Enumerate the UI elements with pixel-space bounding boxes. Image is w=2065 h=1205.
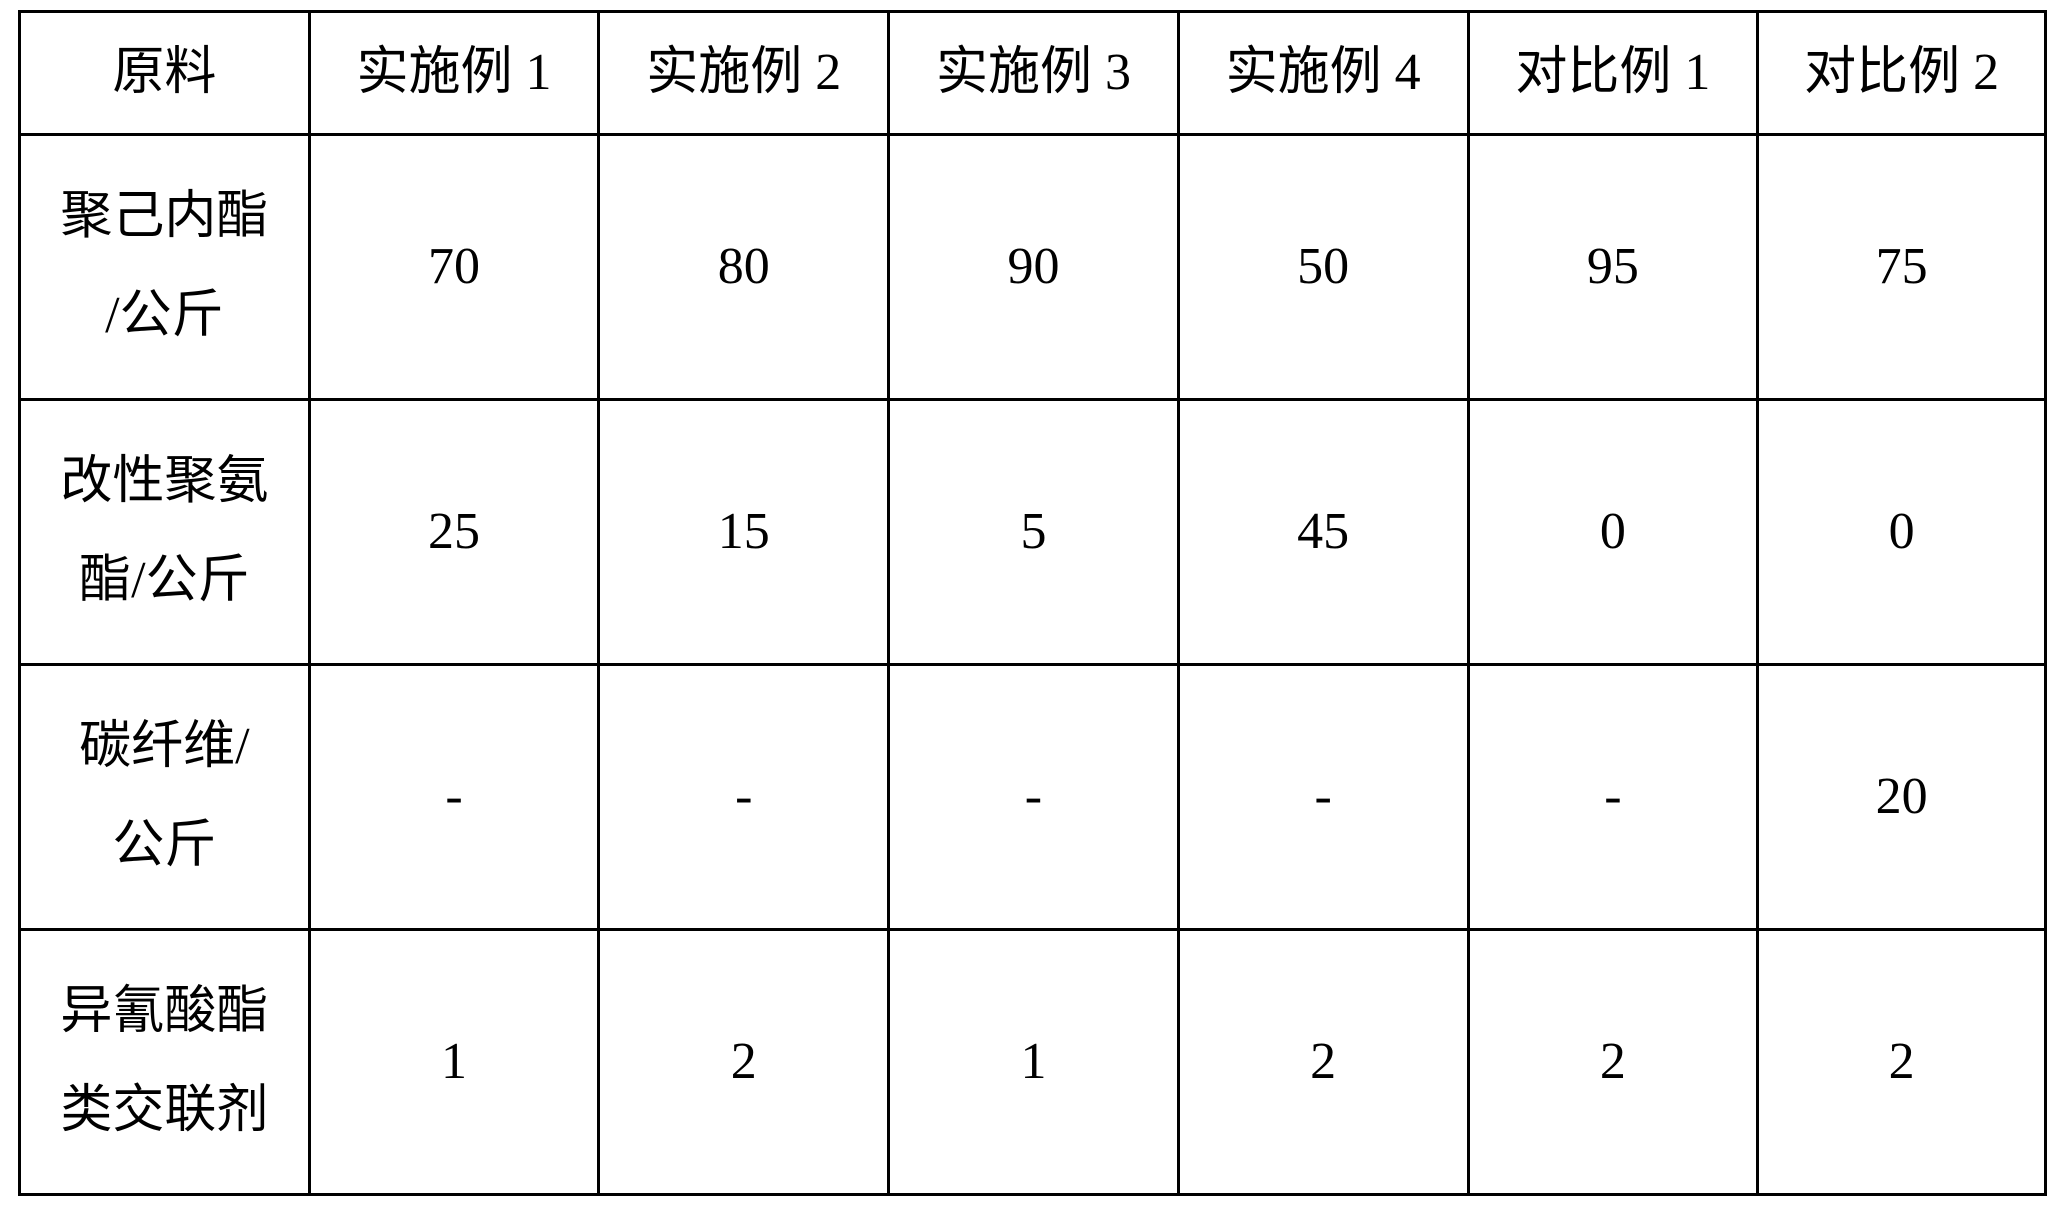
composition-table: 原料 实施例 1 实施例 2 实施例 3 实施例 4 对比例 1 对比例 2 聚…: [18, 10, 2047, 1196]
cell: 2: [1758, 930, 2046, 1195]
table-row: 异氰酸酯 类交联剂 1 2 1 2 2 2: [20, 930, 2046, 1195]
cell: -: [1468, 665, 1758, 930]
cell: 15: [599, 400, 889, 665]
table-row: 改性聚氨 酯/公斤 25 15 5 45 0 0: [20, 400, 2046, 665]
col-header: 实施例 1: [309, 12, 599, 135]
cell: 2: [1468, 930, 1758, 1195]
row-label: 异氰酸酯 类交联剂: [20, 930, 310, 1195]
col-header: 对比例 2: [1758, 12, 2046, 135]
cell: -: [599, 665, 889, 930]
cell: 25: [309, 400, 599, 665]
cell: 0: [1468, 400, 1758, 665]
cell: 2: [1178, 930, 1468, 1195]
cell: 75: [1758, 135, 2046, 400]
table-row: 碳纤维/ 公斤 - - - - - 20: [20, 665, 2046, 930]
cell: 2: [599, 930, 889, 1195]
col-header: 实施例 3: [889, 12, 1179, 135]
cell: 95: [1468, 135, 1758, 400]
cell: 90: [889, 135, 1179, 400]
page: { "table": { "columns": ["原料", "实施例 1", …: [0, 0, 2065, 1205]
cell: 45: [1178, 400, 1468, 665]
cell: 5: [889, 400, 1179, 665]
cell: -: [309, 665, 599, 930]
cell: -: [1178, 665, 1468, 930]
row-label: 改性聚氨 酯/公斤: [20, 400, 310, 665]
cell: -: [889, 665, 1179, 930]
table-header-row: 原料 实施例 1 实施例 2 实施例 3 实施例 4 对比例 1 对比例 2: [20, 12, 2046, 135]
col-header: 原料: [20, 12, 310, 135]
cell: 80: [599, 135, 889, 400]
row-label: 碳纤维/ 公斤: [20, 665, 310, 930]
cell: 50: [1178, 135, 1468, 400]
cell: 70: [309, 135, 599, 400]
cell: 1: [889, 930, 1179, 1195]
table-row: 聚己内酯 /公斤 70 80 90 50 95 75: [20, 135, 2046, 400]
cell: 0: [1758, 400, 2046, 665]
col-header: 对比例 1: [1468, 12, 1758, 135]
cell: 20: [1758, 665, 2046, 930]
cell: 1: [309, 930, 599, 1195]
col-header: 实施例 2: [599, 12, 889, 135]
col-header: 实施例 4: [1178, 12, 1468, 135]
row-label: 聚己内酯 /公斤: [20, 135, 310, 400]
